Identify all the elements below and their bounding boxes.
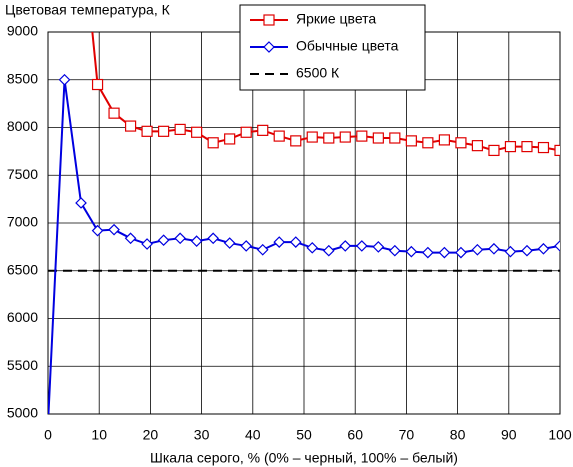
marker xyxy=(273,130,285,142)
y-tick-label: 7500 xyxy=(7,166,38,182)
marker xyxy=(405,245,418,258)
legend: Яркие цвета Обычные цвета 6500 К xyxy=(239,4,426,91)
marker xyxy=(521,244,533,257)
legend-label: 6500 К xyxy=(296,65,340,81)
marker xyxy=(263,14,275,26)
marker xyxy=(158,125,170,137)
x-tick-label: 10 xyxy=(91,427,107,443)
marker xyxy=(263,41,275,53)
marker xyxy=(273,236,286,248)
marker xyxy=(306,131,318,143)
marker xyxy=(323,132,335,144)
marker xyxy=(488,242,500,255)
x-tick-label: 30 xyxy=(194,427,210,443)
x-tick-label: 100 xyxy=(548,427,572,443)
marker xyxy=(207,137,219,149)
marker xyxy=(224,133,236,145)
x-tick-label: 40 xyxy=(245,427,261,443)
marker xyxy=(554,240,560,252)
plot-area xyxy=(48,32,560,414)
marker xyxy=(289,236,302,248)
marker xyxy=(256,243,269,256)
marker xyxy=(191,126,203,138)
marker xyxy=(174,232,186,245)
marker xyxy=(422,137,434,149)
x-tick-label: 90 xyxy=(501,427,517,443)
marker xyxy=(207,232,220,245)
marker xyxy=(108,223,120,236)
marker xyxy=(355,240,368,252)
marker xyxy=(389,132,401,144)
y-tick-label: 8500 xyxy=(7,70,38,86)
y-tick-label: 6500 xyxy=(7,261,38,277)
marker xyxy=(438,246,451,259)
marker xyxy=(521,141,533,153)
legend-label: Яркие цвета xyxy=(296,11,376,27)
marker xyxy=(240,126,252,138)
x-tick-label: 50 xyxy=(296,427,312,443)
marker xyxy=(75,197,87,209)
marker xyxy=(306,241,319,254)
marker xyxy=(438,134,450,146)
marker xyxy=(240,240,253,252)
marker xyxy=(141,238,153,250)
chart-title: Цветовая температура, К xyxy=(5,2,171,18)
marker xyxy=(356,130,368,142)
marker xyxy=(124,120,137,132)
x-axis-label: Шкала серого, % (0% – черный, 100% – бел… xyxy=(150,450,458,466)
marker xyxy=(174,123,186,136)
marker xyxy=(537,242,550,255)
marker xyxy=(504,245,517,258)
marker xyxy=(91,78,104,91)
marker xyxy=(455,246,467,259)
marker xyxy=(257,124,269,136)
x-tick-label: 60 xyxy=(347,427,363,443)
x-tick-label: 80 xyxy=(450,427,466,443)
x-tick-label: 20 xyxy=(143,427,159,443)
marker xyxy=(108,107,120,119)
marker xyxy=(223,237,236,249)
marker xyxy=(58,73,71,86)
legend-label: Обычные цвета xyxy=(296,38,399,54)
x-tick-label: 0 xyxy=(44,427,52,443)
marker xyxy=(388,244,401,257)
marker xyxy=(537,141,550,154)
y-tick-label: 8000 xyxy=(7,118,38,134)
marker xyxy=(488,144,500,157)
marker xyxy=(504,141,517,153)
marker xyxy=(339,131,351,143)
y-tick-label: 5500 xyxy=(7,357,38,373)
marker xyxy=(372,241,385,253)
x-tick-label: 70 xyxy=(399,427,415,443)
marker xyxy=(422,246,434,259)
marker xyxy=(372,132,384,144)
y-tick-label: 7000 xyxy=(7,214,38,230)
y-tick-label: 5000 xyxy=(7,405,38,421)
marker xyxy=(141,125,153,137)
marker xyxy=(290,135,302,147)
marker xyxy=(157,234,170,247)
marker xyxy=(405,135,417,147)
marker xyxy=(471,140,484,152)
marker xyxy=(322,244,335,257)
marker xyxy=(554,144,560,157)
marker xyxy=(91,224,104,237)
marker xyxy=(124,232,137,245)
y-tick-label: 6000 xyxy=(7,309,38,325)
y-tick-label: 9000 xyxy=(7,23,38,39)
marker xyxy=(455,137,467,149)
marker xyxy=(339,240,352,252)
marker xyxy=(471,243,484,256)
marker xyxy=(190,235,203,247)
